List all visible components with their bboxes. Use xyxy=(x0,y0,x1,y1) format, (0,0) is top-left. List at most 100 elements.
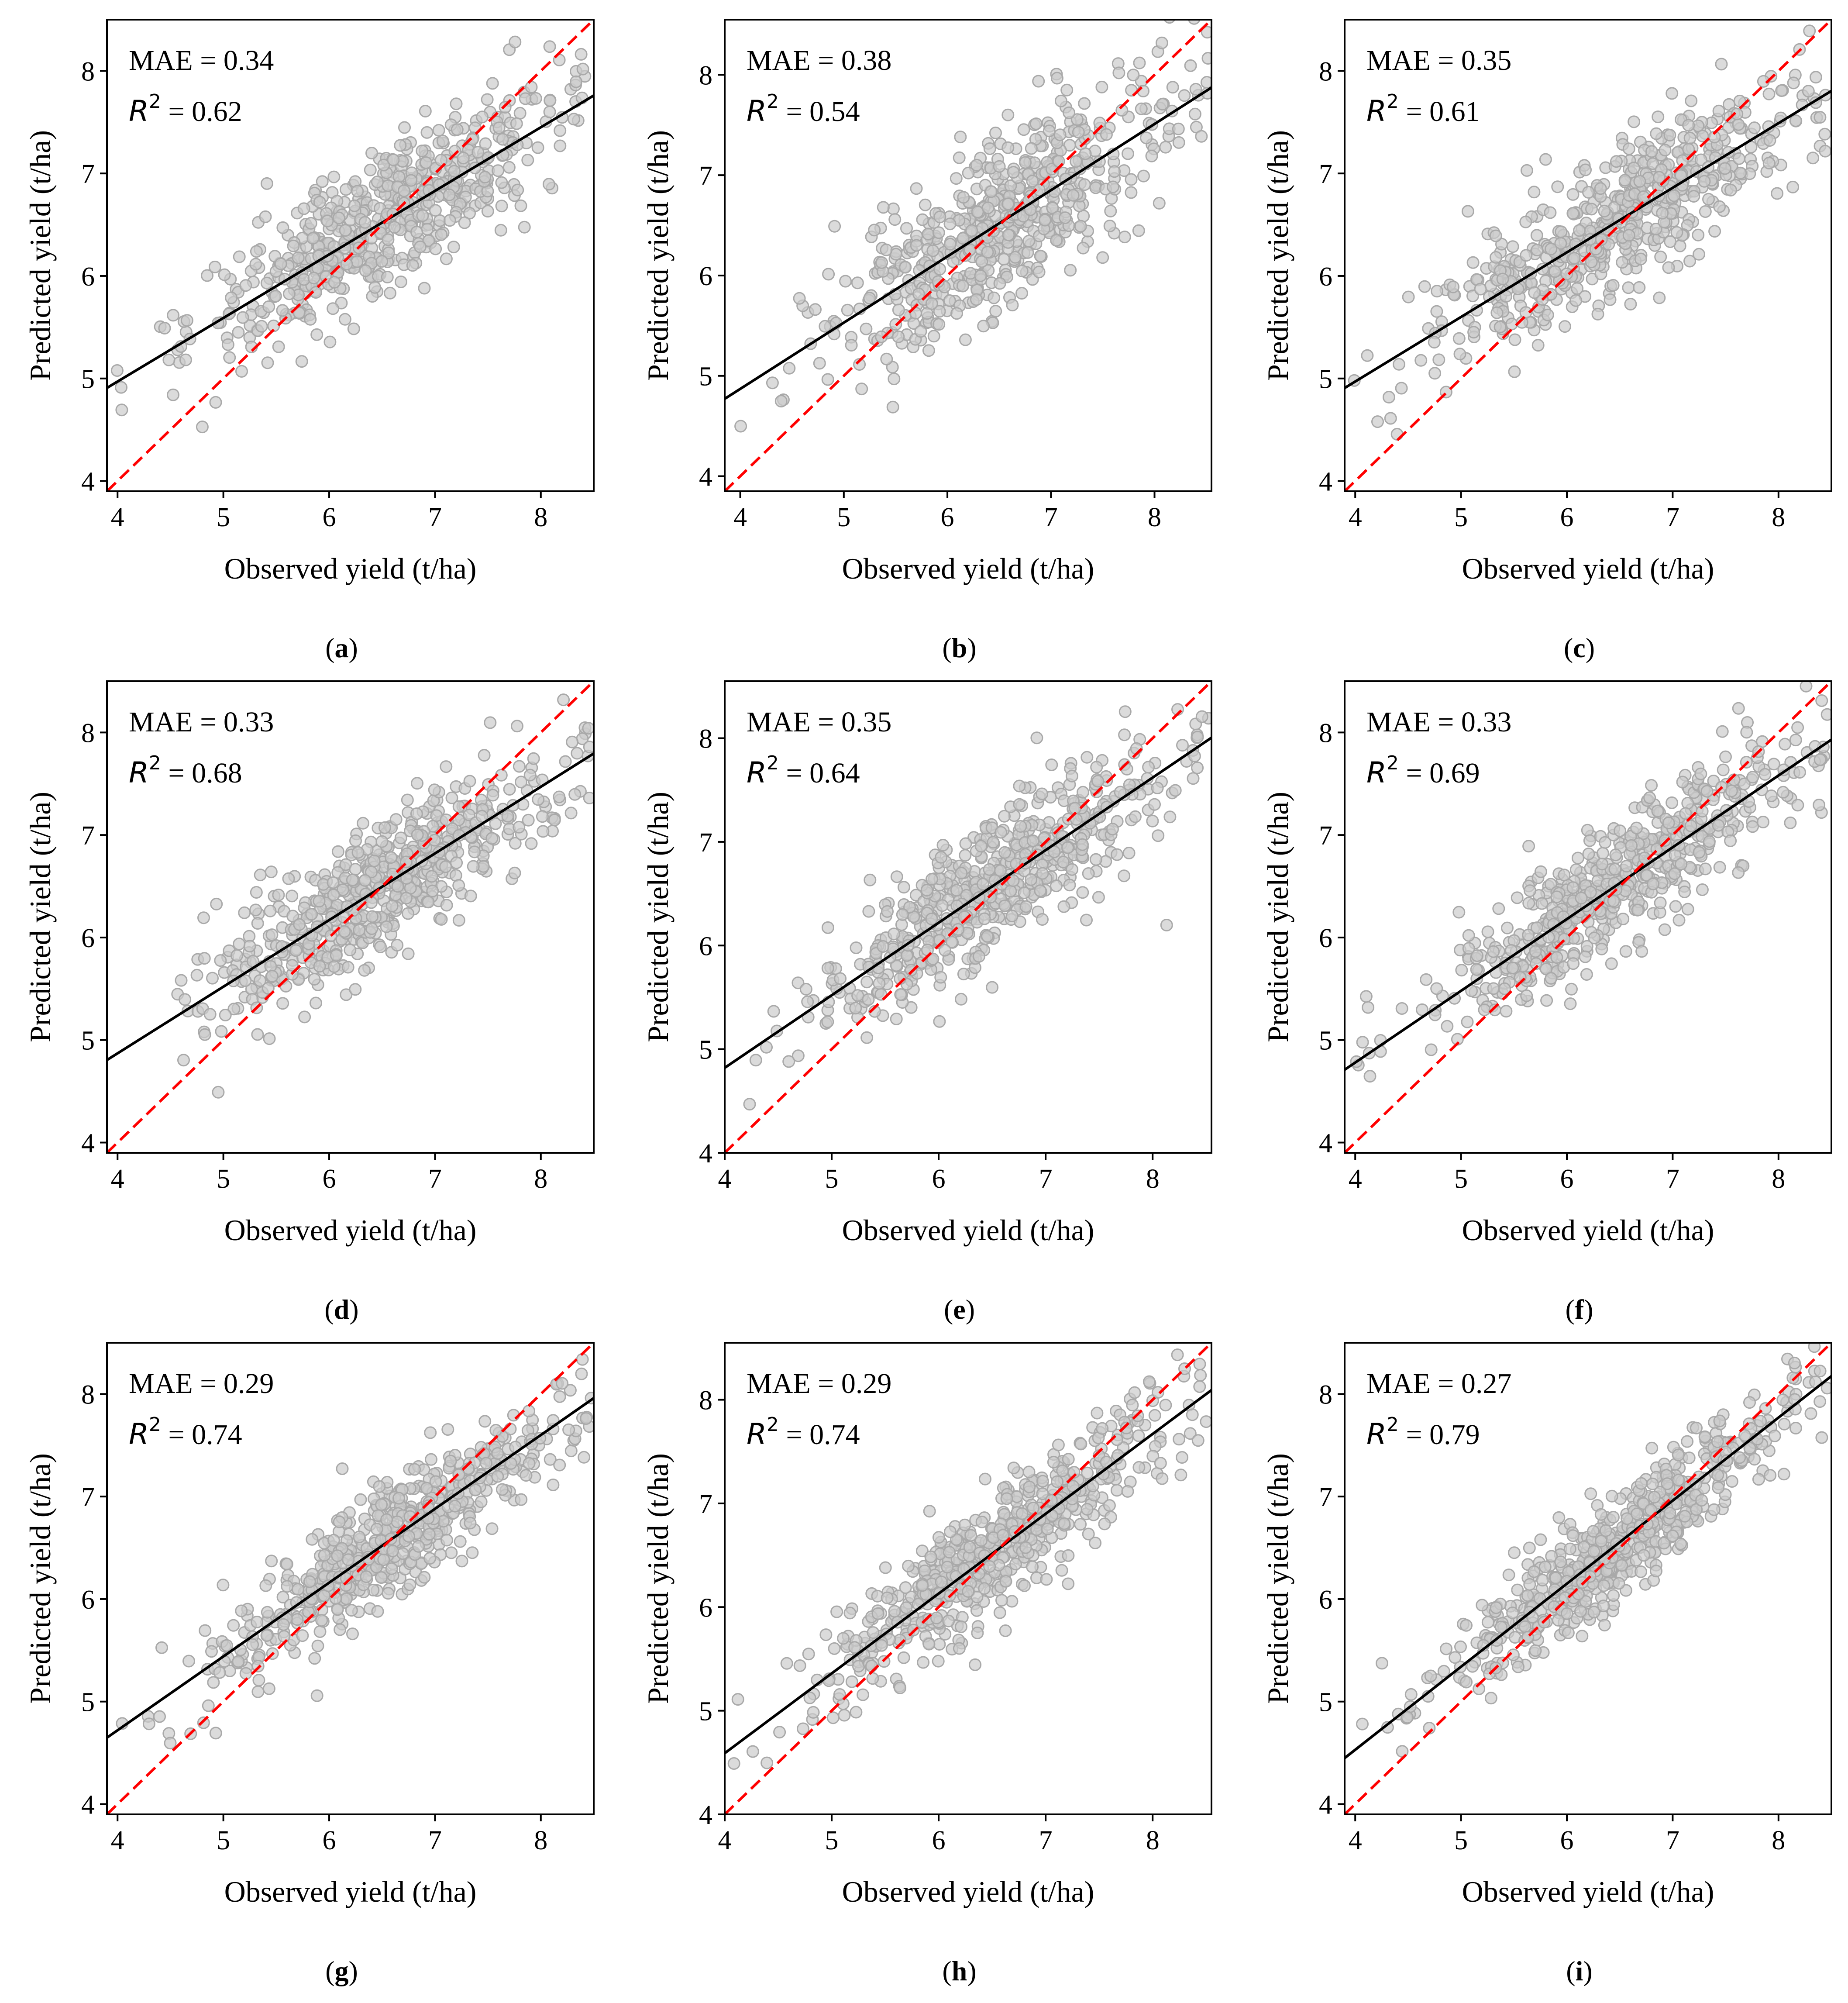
data-point xyxy=(306,1534,318,1545)
data-point xyxy=(838,1633,849,1644)
data-point xyxy=(986,186,997,197)
data-point xyxy=(1138,170,1149,182)
data-point xyxy=(1655,897,1666,909)
data-point xyxy=(1531,245,1543,256)
data-point xyxy=(1415,355,1427,366)
data-point xyxy=(1497,273,1508,285)
data-point xyxy=(359,875,371,886)
data-point xyxy=(266,1555,277,1567)
data-point xyxy=(1433,354,1445,365)
data-point xyxy=(1442,1020,1453,1032)
y-tick-label: 5 xyxy=(699,1035,712,1065)
data-point xyxy=(1600,837,1611,848)
x-axis-label: Observed yield (t/ha) xyxy=(1462,552,1714,585)
data-point xyxy=(453,915,465,926)
data-point xyxy=(515,200,527,211)
r2-exponent: 2 xyxy=(149,752,161,774)
data-point xyxy=(979,913,990,924)
data-point xyxy=(1570,295,1582,306)
mae-annotation: MAE = 0.29 xyxy=(129,1368,274,1400)
data-point xyxy=(168,389,179,400)
data-point xyxy=(919,199,931,210)
data-point xyxy=(1725,835,1736,847)
data-point xyxy=(1606,958,1617,969)
panel-label-close: ) xyxy=(1584,1294,1593,1325)
data-point xyxy=(199,953,210,964)
data-point xyxy=(1502,922,1513,934)
data-point xyxy=(888,928,900,940)
y-tick-label: 4 xyxy=(1319,1129,1332,1158)
data-point xyxy=(211,898,222,910)
data-point xyxy=(346,1605,357,1616)
data-point xyxy=(382,234,394,245)
x-tick-label: 8 xyxy=(1772,503,1785,532)
x-tick-label: 6 xyxy=(323,503,336,532)
data-point xyxy=(1020,901,1032,912)
data-point xyxy=(898,882,909,893)
data-point xyxy=(1362,350,1373,361)
data-point xyxy=(1800,680,1812,692)
data-point xyxy=(1035,885,1046,896)
data-point xyxy=(240,1668,251,1679)
data-point xyxy=(860,323,872,334)
data-point xyxy=(850,1003,861,1014)
data-point xyxy=(310,997,322,1009)
data-point xyxy=(1161,920,1172,931)
data-point xyxy=(982,931,993,942)
data-point xyxy=(217,1579,229,1591)
data-point xyxy=(425,1427,436,1438)
r2-equals: = xyxy=(779,757,809,789)
data-point xyxy=(1005,886,1016,897)
r2-equals: = xyxy=(161,757,192,789)
y-tick-label: 8 xyxy=(81,57,95,86)
data-point xyxy=(316,1615,327,1626)
data-point xyxy=(264,1033,275,1045)
data-point xyxy=(371,1524,382,1535)
mae-value: 0.38 xyxy=(841,45,892,76)
data-point xyxy=(951,885,962,896)
data-point xyxy=(1002,142,1014,153)
data-point xyxy=(222,339,234,350)
data-point xyxy=(200,1625,211,1636)
data-point xyxy=(1735,167,1746,179)
data-point xyxy=(296,356,307,367)
data-point xyxy=(436,914,447,925)
data-point xyxy=(382,1588,394,1599)
scatter-points xyxy=(1349,25,1831,440)
y-tick-label: 4 xyxy=(81,1790,95,1820)
data-point xyxy=(1015,821,1026,832)
data-point xyxy=(420,157,432,169)
data-point xyxy=(1646,780,1657,791)
data-point xyxy=(794,1660,805,1672)
data-point xyxy=(1535,866,1546,877)
data-point xyxy=(487,789,499,801)
data-point xyxy=(1695,768,1707,779)
data-point xyxy=(1733,867,1744,878)
data-point xyxy=(863,906,874,917)
data-point xyxy=(1104,1500,1115,1511)
r2-value: 0.62 xyxy=(192,96,242,128)
data-point xyxy=(1682,797,1693,809)
data-point xyxy=(454,1536,466,1547)
data-point xyxy=(1693,847,1705,858)
y-tick-label: 4 xyxy=(1319,467,1332,497)
data-point xyxy=(1677,776,1688,788)
data-point xyxy=(1067,770,1078,782)
data-point xyxy=(732,1694,743,1705)
data-point xyxy=(1521,250,1532,261)
data-point xyxy=(308,272,320,284)
data-point xyxy=(1540,154,1551,165)
data-point xyxy=(972,206,983,217)
data-point xyxy=(244,941,255,952)
data-point xyxy=(1471,964,1482,975)
data-point xyxy=(294,919,305,930)
y-tick-label: 6 xyxy=(699,931,712,961)
data-point xyxy=(1623,143,1635,155)
panel-label-letter: c xyxy=(1573,632,1585,663)
data-point xyxy=(1586,203,1597,215)
data-point xyxy=(1545,207,1556,218)
data-point xyxy=(1671,227,1683,238)
data-point xyxy=(206,1646,217,1657)
r2-annotation: R2 = 0.62 xyxy=(129,90,242,128)
